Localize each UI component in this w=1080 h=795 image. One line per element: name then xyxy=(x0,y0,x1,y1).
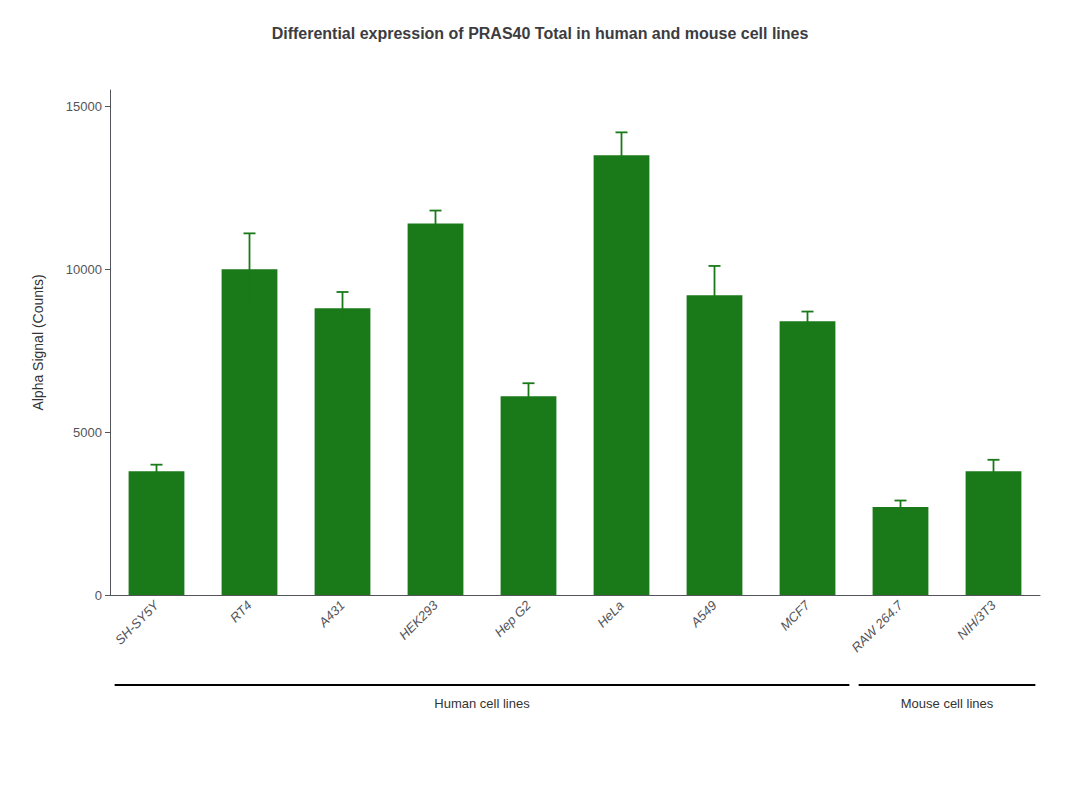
svg-text:5000: 5000 xyxy=(73,425,102,440)
svg-text:Alpha Signal (Counts): Alpha Signal (Counts) xyxy=(30,274,46,410)
svg-text:10000: 10000 xyxy=(66,262,102,277)
svg-text:HeLa: HeLa xyxy=(594,598,627,631)
svg-text:Human cell lines: Human cell lines xyxy=(434,696,530,711)
svg-text:A549: A549 xyxy=(687,598,720,631)
svg-text:MCF7: MCF7 xyxy=(777,597,813,633)
svg-text:RT4: RT4 xyxy=(227,598,255,626)
svg-text:SH-SY5Y: SH-SY5Y xyxy=(112,597,163,648)
svg-text:Differential expression of PRA: Differential expression of PRAS40 Total … xyxy=(272,25,809,42)
svg-text:HEK293: HEK293 xyxy=(396,597,441,642)
svg-text:NIH/3T3: NIH/3T3 xyxy=(954,597,999,642)
svg-text:Mouse cell lines: Mouse cell lines xyxy=(901,696,994,711)
svg-text:Hep G2: Hep G2 xyxy=(492,597,535,640)
svg-text:15000: 15000 xyxy=(66,99,102,114)
svg-text:RAW 264.7: RAW 264.7 xyxy=(848,597,906,655)
svg-text:0: 0 xyxy=(95,588,102,603)
svg-text:A431: A431 xyxy=(315,598,348,631)
